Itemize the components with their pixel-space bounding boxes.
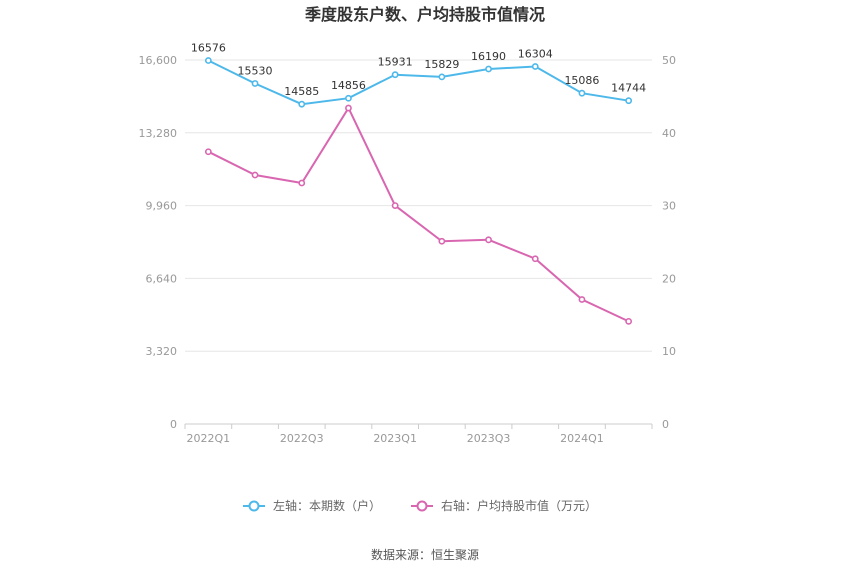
x-tick-label: 2023Q3 bbox=[467, 432, 511, 445]
data-point bbox=[298, 179, 306, 187]
data-point bbox=[298, 100, 306, 108]
data-point bbox=[251, 80, 259, 87]
data-point bbox=[531, 63, 539, 70]
y-right-tick-label: 0 bbox=[662, 418, 669, 431]
data-label: 15931 bbox=[378, 56, 413, 69]
y-left-tick-label: 6,640 bbox=[146, 272, 178, 285]
data-point bbox=[251, 171, 259, 179]
data-label: 14856 bbox=[331, 79, 366, 92]
legend-marker-icon bbox=[416, 500, 428, 512]
data-point bbox=[204, 148, 212, 156]
data-label: 14585 bbox=[284, 85, 319, 98]
grid-lines bbox=[185, 59, 652, 352]
axes: 0 0 3,320 10 6,640 20 9,960 30 13,280 40 16,600 50 2… bbox=[139, 54, 677, 445]
data-label: 16190 bbox=[471, 50, 506, 63]
data-label: 15530 bbox=[238, 64, 273, 77]
y-right-tick-label: 50 bbox=[662, 54, 676, 67]
y-left-tick-label: 9,960 bbox=[146, 200, 178, 213]
y-left-tick-label: 16,600 bbox=[139, 54, 178, 67]
legend-label: 左轴：本期数（户） bbox=[273, 498, 381, 513]
source-note: 数据来源：恒生聚源 bbox=[371, 547, 479, 562]
data-point bbox=[578, 89, 586, 97]
data-point bbox=[485, 65, 492, 73]
data-point bbox=[625, 97, 633, 105]
data-point bbox=[345, 94, 352, 102]
y-left-tick-label: 3,320 bbox=[146, 345, 178, 358]
data-point bbox=[438, 73, 446, 81]
x-tick-label: 2022Q3 bbox=[280, 432, 324, 445]
x-tick-label: 2023Q1 bbox=[373, 432, 417, 445]
data-point bbox=[578, 296, 586, 303]
series-line-2 bbox=[207, 105, 630, 323]
data-point bbox=[438, 237, 446, 245]
legend-item-1[interactable]: 左轴：本期数（户） bbox=[243, 498, 381, 513]
y-left-tick-label: 13,280 bbox=[139, 127, 178, 140]
data-point bbox=[391, 202, 399, 209]
series-layer: 16576 15530 14585 14856 15931 15829 16190 16304… bbox=[191, 42, 646, 325]
data-label: 15829 bbox=[424, 58, 459, 71]
data-point bbox=[625, 317, 633, 325]
legend-item-2[interactable]: 右轴：户均持股市值（万元） bbox=[411, 498, 597, 513]
data-point bbox=[345, 104, 352, 112]
y-right-tick-label: 30 bbox=[662, 200, 676, 213]
data-label: 16304 bbox=[518, 47, 553, 60]
y-right-tick-label: 40 bbox=[662, 127, 676, 140]
y-left-tick-label: 0 bbox=[170, 418, 177, 431]
series-line-1 bbox=[207, 59, 629, 106]
data-point bbox=[485, 236, 492, 244]
legend-marker-icon bbox=[248, 500, 260, 512]
data-point bbox=[391, 71, 399, 79]
data-point bbox=[531, 255, 539, 263]
y-right-tick-label: 20 bbox=[662, 272, 676, 285]
data-label: 16576 bbox=[191, 42, 226, 55]
x-tick-label: 2022Q1 bbox=[187, 432, 231, 445]
legend[interactable]: 左轴：本期数（户） 右轴：户均持股市值（万元） bbox=[243, 498, 597, 513]
data-label: 14744 bbox=[611, 82, 646, 95]
data-point bbox=[204, 57, 212, 64]
data-label: 15086 bbox=[564, 74, 599, 87]
y-right-tick-label: 10 bbox=[662, 345, 676, 358]
chart-title: 季度股东户数、户均持股市值情况 bbox=[304, 5, 545, 24]
x-tick-label: 2024Q1 bbox=[560, 432, 604, 445]
legend-label: 右轴：户均持股市值（万元） bbox=[441, 498, 597, 513]
